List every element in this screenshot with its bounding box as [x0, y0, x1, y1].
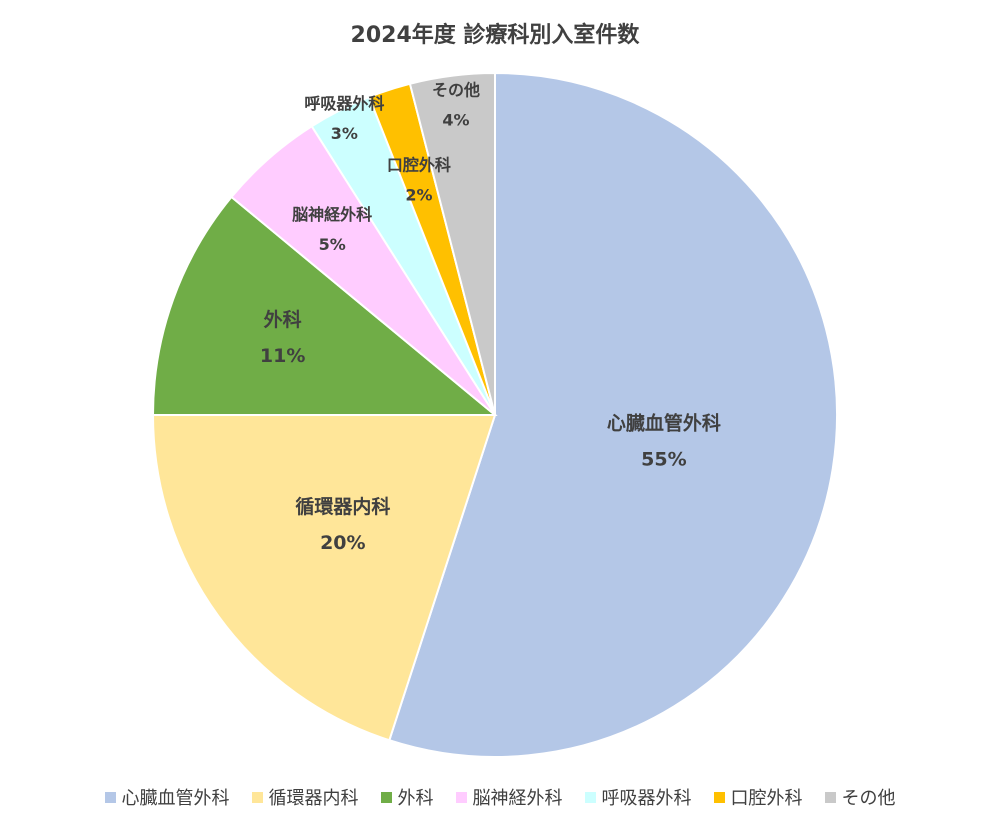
value-label: 5% — [319, 235, 346, 254]
pie-slice — [151, 195, 498, 416]
slice-label: 循環器内科 — [295, 495, 390, 518]
legend-swatch — [380, 791, 392, 803]
value-label: 4% — [442, 111, 469, 130]
slice-label: 呼吸器外科 — [304, 94, 384, 113]
legend-swatch — [104, 791, 116, 803]
legend-label: 呼吸器外科 — [601, 788, 692, 809]
value-label: 2% — [405, 185, 432, 204]
legend-label: 外科 — [397, 788, 434, 809]
slice-label: その他 — [432, 81, 480, 100]
pie-slice — [408, 71, 496, 416]
value-label: 3% — [331, 124, 358, 143]
legend-label: その他 — [841, 788, 896, 809]
legend-swatch — [713, 791, 725, 803]
pie-slice — [151, 414, 497, 742]
legend: 心臓血管外科 循環器内科 外科 脳神経外科 呼吸器外科 口腔外科 その他 — [0, 784, 1000, 810]
legend-swatch — [455, 791, 467, 803]
value-label: 55% — [641, 448, 686, 470]
legend-item: 口腔外科 — [713, 784, 803, 810]
legend-item: 外科 — [380, 784, 434, 810]
legend-item: 呼吸器外科 — [584, 784, 692, 810]
legend-swatch — [824, 791, 836, 803]
chart-title: 2024年度 診療科別入室件数 — [351, 22, 641, 48]
legend-item: その他 — [824, 784, 896, 810]
slice-label: 外科 — [264, 308, 302, 331]
legend-item: 脳神経外科 — [455, 784, 563, 810]
legend-item: 循環器内科 — [251, 784, 359, 810]
legend-swatch — [584, 791, 596, 803]
legend-swatch — [251, 791, 263, 803]
chart: 2024年度 診療科別入室件数 心臓血管外科 55% 循環器内科 20% 外科 11% 脳神… — [151, 22, 839, 758]
legend-item: 心臓血管外科 — [104, 784, 230, 810]
slice-label: 脳神経外科 — [292, 205, 372, 224]
legend-label: 脳神経外科 — [472, 788, 563, 809]
value-label: 20% — [320, 532, 365, 554]
legend-label: 口腔外科 — [730, 788, 803, 809]
legend-label: 循環器内科 — [268, 788, 359, 809]
pie-slice — [388, 71, 839, 758]
slice-label: 心臓血管外科 — [607, 411, 721, 434]
slice-label: 口腔外科 — [387, 155, 451, 174]
value-label: 11% — [260, 345, 305, 367]
legend-label: 心臓血管外科 — [121, 788, 230, 809]
